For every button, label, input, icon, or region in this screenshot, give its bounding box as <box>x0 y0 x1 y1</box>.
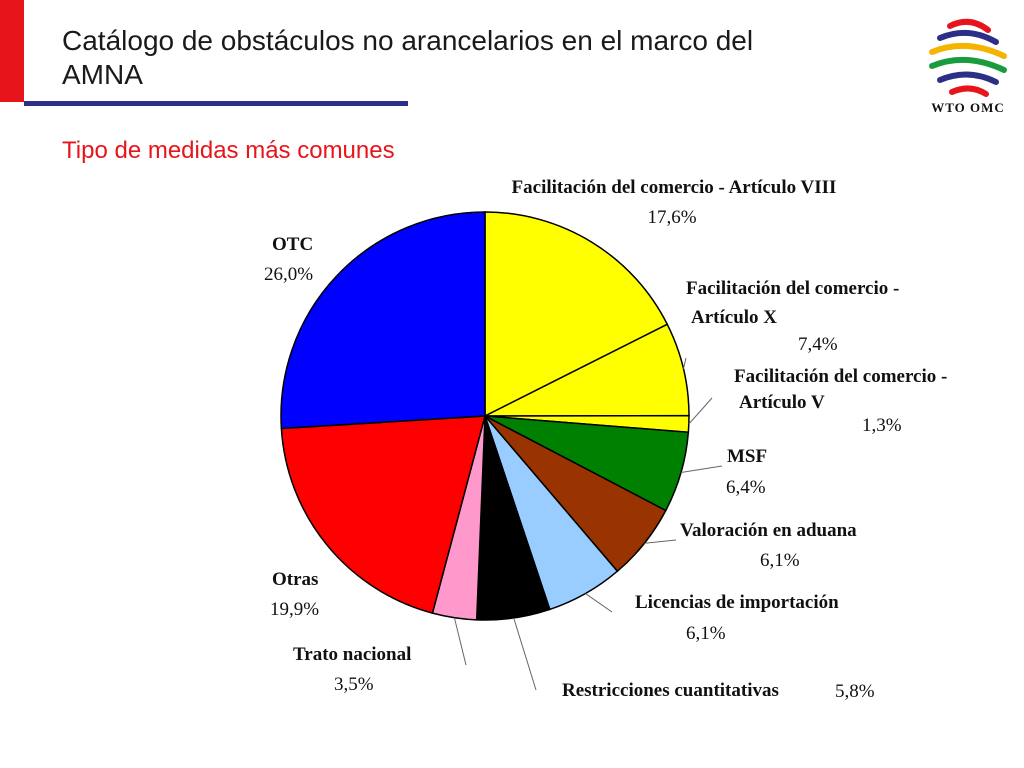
title-underline <box>24 101 408 106</box>
leader-line-7 <box>453 617 467 666</box>
pie-slice-8 <box>280 415 486 615</box>
label-name-art-x-line1: Facilitación del comercio - <box>686 278 899 299</box>
label-value-art-viii: 17,6% <box>647 207 696 228</box>
leader-line-1 <box>682 357 687 369</box>
pie-slice-0 <box>484 211 669 418</box>
label-value-otc: 26,0% <box>264 264 313 285</box>
leader-line-3 <box>680 465 723 474</box>
leader-line-5 <box>585 593 613 613</box>
leader-lines <box>453 357 723 691</box>
label-value-trato-nacional: 3,5% <box>334 674 374 695</box>
label-value-art-v: 1,3% <box>862 415 902 436</box>
label-name-art-v-line2: Artículo V <box>739 392 825 413</box>
wto-logo-text: WTO OMC <box>931 100 1005 115</box>
label-name-valoracion: Valoración en aduana <box>680 520 857 541</box>
label-value-licencias: 6,1% <box>686 623 726 644</box>
label-name-otras: Otras <box>272 569 318 590</box>
label-name-art-x-line2: Artículo X <box>691 307 777 328</box>
label-name-art-v-line1: Facilitación del comercio - <box>734 366 947 387</box>
label-value-restricciones: 5,8% <box>835 681 875 702</box>
label-value-art-x: 7,4% <box>798 334 838 355</box>
label-name-art-viii: Facilitación del comercio - Artículo VII… <box>512 177 837 198</box>
label-name-restricciones: Restricciones cuantitativas <box>562 680 779 701</box>
leader-line-6 <box>513 617 537 691</box>
label-name-licencias: Licencias de importación <box>635 592 839 613</box>
label-name-trato-nacional: Trato nacional <box>293 644 411 665</box>
pie-slice-9 <box>280 211 486 430</box>
label-name-msf: MSF <box>727 446 767 467</box>
wto-logo-icon <box>929 18 1007 97</box>
leader-line-4 <box>644 539 677 544</box>
label-value-valoracion: 6,1% <box>760 550 800 571</box>
label-value-msf: 6,4% <box>726 477 766 498</box>
page-subtitle: Tipo de medidas más comunes <box>62 137 395 164</box>
accent-bar <box>0 0 24 102</box>
label-name-otc: OTC <box>272 234 313 255</box>
pie-slices <box>280 211 690 621</box>
label-value-otras: 19,9% <box>270 599 319 620</box>
page-title: Catálogo de obstáculos no arancelarios e… <box>62 25 754 90</box>
leader-line-2 <box>688 397 713 425</box>
